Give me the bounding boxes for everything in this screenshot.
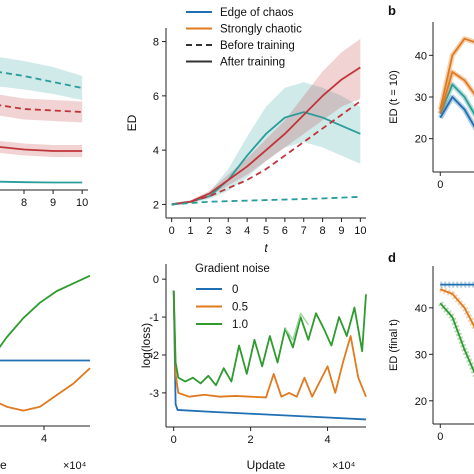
series-line	[0, 146, 83, 152]
series-line	[439, 302, 474, 374]
y-tick-label: 30	[415, 92, 427, 104]
ci-band	[0, 141, 83, 157]
plot-area	[438, 281, 474, 379]
x-tick-label: 2	[206, 225, 212, 237]
x-tick-label: 5	[263, 225, 269, 237]
y-tick-label: 40	[415, 50, 427, 62]
series-line	[171, 66, 361, 206]
y-tick-label: 30	[415, 349, 427, 361]
series-line	[171, 100, 361, 206]
y-tick-label: 8	[153, 37, 159, 49]
y-tick-label: -3	[149, 388, 159, 400]
x-tick-label: 10	[76, 197, 88, 209]
plot-area	[0, 57, 83, 184]
y-tick-label: -2	[149, 350, 159, 362]
series-line	[171, 195, 361, 206]
ci-band	[0, 57, 83, 100]
x-tick-label: 10	[354, 225, 366, 237]
panel-top-right: 20 30 40 0 ED (t = 10)	[388, 22, 474, 191]
x-multiplier: ×10⁴	[63, 460, 87, 472]
x-tick-label: 4	[244, 225, 250, 237]
y-tick-label: 2	[153, 199, 159, 211]
plot-area	[171, 38, 361, 206]
y-axis-title: ED (t = 10)	[388, 70, 400, 124]
series-line	[439, 288, 474, 328]
legend-label: After training	[220, 57, 285, 69]
y-tick-label: 4	[153, 145, 159, 157]
x-tick-label: 7	[301, 225, 307, 237]
series-line	[0, 367, 91, 412]
x-tick-label: 8	[320, 225, 326, 237]
y-tick-label: 20	[415, 134, 427, 146]
x-tick-label: 0	[437, 179, 443, 191]
y-tick-label: 20	[415, 396, 427, 408]
y-tick-label: -1	[149, 312, 159, 324]
x-tick-label: 8	[21, 197, 27, 209]
legend-label: 0	[232, 284, 238, 296]
panel-bottom-left: 4 e ×10⁴	[0, 274, 91, 472]
x-multiplier: ×10⁴	[332, 460, 356, 472]
ci-band	[0, 94, 83, 123]
x-tick-label: 4	[324, 434, 330, 446]
series-line	[439, 71, 474, 114]
x-tick-label: 4	[41, 433, 47, 445]
panel-label-d: d	[388, 250, 396, 265]
y-tick-label: 0	[153, 274, 159, 286]
series-line	[440, 283, 474, 286]
series-line	[439, 37, 474, 110]
x-tick-label: 0	[171, 434, 177, 446]
ci-band	[171, 82, 361, 206]
legend-label: 0.5	[232, 302, 248, 314]
series-line	[439, 96, 474, 128]
panel-bottom-middle: 0 2 4 0 -1 -2 -3 Update ×10⁴ log(loss) Gradient no…	[139, 263, 367, 472]
series-line	[0, 180, 83, 184]
series-line	[0, 274, 91, 349]
legend-label: Strongly chaotic	[220, 24, 302, 36]
series-line	[439, 83, 474, 116]
series-line	[172, 290, 367, 399]
plot-area	[0, 274, 91, 412]
legend-label: 1.0	[232, 319, 248, 331]
y-axis-title: log(loss)	[139, 323, 153, 368]
series-spread	[439, 286, 474, 333]
plot-area	[172, 290, 367, 421]
panel-bottom-right: 20 30 40 0 ED (final t)	[388, 266, 474, 443]
y-axis-title: ED (final t)	[388, 319, 400, 371]
panel-label-b: b	[388, 3, 396, 18]
legend-label: Edge of chaos	[220, 7, 294, 19]
series-line	[172, 290, 367, 421]
x-tick-label: 3	[225, 225, 231, 237]
series-line	[284, 312, 309, 341]
series-line	[0, 71, 83, 89]
legend-title: Gradient noise	[195, 263, 270, 275]
series-line	[172, 290, 367, 387]
x-tick-label: 0	[437, 431, 443, 443]
x-tick-label: 9	[50, 197, 56, 209]
plot-area	[437, 36, 474, 131]
x-tick-label: 1	[187, 225, 193, 237]
x-axis-title: Update	[247, 458, 286, 472]
legend-label: Before training	[220, 40, 295, 52]
x-axis-title: e	[0, 458, 7, 472]
x-tick-label: 2	[248, 434, 254, 446]
y-axis-title: ED	[125, 114, 139, 131]
x-tick-label: 6	[282, 225, 288, 237]
ci-band	[171, 38, 361, 206]
y-tick-label: 6	[153, 91, 159, 103]
x-axis-title: t	[264, 241, 268, 255]
x-tick-label: 0	[169, 225, 175, 237]
y-tick-label: 40	[415, 303, 427, 315]
x-tick-label: 9	[338, 225, 344, 237]
